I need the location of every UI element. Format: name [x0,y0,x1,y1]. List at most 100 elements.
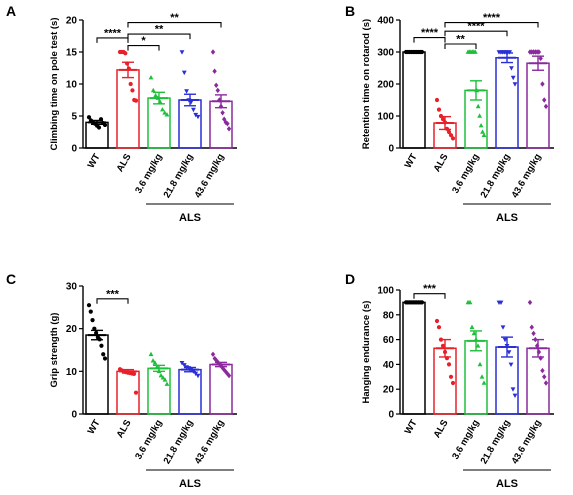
x-tick-label: WT [403,152,420,170]
data-point [94,330,99,336]
data-point [477,361,483,367]
data-point [472,49,478,54]
data-point [131,371,137,376]
y-tick-label: 40 [383,360,395,371]
x-tick-label: ALS [432,152,451,174]
y-tick-label: 20 [66,16,78,27]
data-point [217,362,223,368]
data-point [220,110,225,116]
data-point [191,107,196,113]
y-axis-label: Hanging endurance (s) [361,301,372,404]
significance-bracket [127,33,191,40]
y-tick-label: 10 [66,367,78,378]
data-point [210,351,216,357]
data-point [534,343,540,349]
data-point [540,367,545,374]
data-point [469,324,475,329]
data-point [162,110,168,115]
data-point [508,362,514,367]
data-point [195,373,201,379]
data-point [506,350,512,355]
panel-letter: C [6,271,16,287]
data-point [128,81,133,87]
data-point [160,107,165,112]
y-tick-label: 10 [66,80,78,91]
data-point [442,120,448,125]
data-point [498,300,504,305]
data-point [123,51,128,56]
data-point [150,87,156,93]
data-point [448,133,454,138]
bar-3 [178,99,202,149]
data-point [181,70,187,76]
data-point [155,95,161,100]
treatment-label: ALS [179,478,201,490]
data-point [210,49,216,55]
x-tick-label: WT [403,418,420,436]
data-point [226,372,232,379]
y-tick-label: 0 [388,410,394,421]
y-tick-label: 20 [383,385,395,396]
data-point [531,330,536,337]
x-tick-label: 43.6 mg/kg [510,152,544,200]
bar-2 [147,97,171,149]
data-point [500,325,506,330]
data-point [154,364,160,369]
data-point [510,387,516,392]
bar-0 [85,334,109,415]
data-point [217,97,222,103]
data-point [510,75,516,81]
data-point [158,373,164,378]
data-point [86,303,92,308]
data-point [480,129,485,134]
data-point [102,122,108,128]
data-point [186,366,192,371]
panel-b: B 0 100 200 300 400 Retention time on rotarod … [345,3,554,224]
bar-1 [116,69,140,149]
data-point [540,81,545,87]
y-tick-label: 100 [377,112,394,123]
data-point [157,99,163,104]
y-tick-label: 30 [66,282,78,293]
x-tick-label: 3.6 mg/kg [450,418,482,462]
data-point [448,374,454,379]
data-point [226,126,232,132]
y-axis-label: Retention time on rotarod (s) [361,19,372,149]
data-point [90,318,95,323]
data-point [529,324,534,330]
data-point [218,103,224,110]
data-point [542,374,547,380]
data-point [102,356,108,361]
data-point [502,337,508,343]
y-tick-label: 0 [71,144,77,155]
data-point [434,97,440,103]
significance-label: *** [423,283,437,295]
bar-4 [209,363,233,415]
panel-letter: B [345,3,355,19]
data-point [434,318,440,324]
y-tick-label: 60 [383,335,395,346]
data-point [446,129,452,135]
data-point [160,375,166,380]
significance-label: ** [456,34,465,46]
panel-a: A 0 5 10 15 20 Climbing time on pole test (s) W… [6,3,237,224]
treatment-label: ALS [496,478,518,490]
significance-bracket [96,37,129,43]
y-axis-label: Climbing time on pole test (s) [49,17,60,150]
data-point [419,300,425,305]
x-tick-label: 43.6 mg/kg [193,418,227,466]
data-point [478,123,484,128]
data-point [512,82,518,87]
data-point [148,75,154,80]
x-tick-label: ALS [115,152,134,174]
data-point [438,337,444,342]
significance-bracket [413,37,446,43]
data-point [92,326,97,331]
data-point [99,343,104,348]
data-point [507,50,513,55]
y-tick-label: 5 [71,112,77,123]
data-point [436,325,442,330]
